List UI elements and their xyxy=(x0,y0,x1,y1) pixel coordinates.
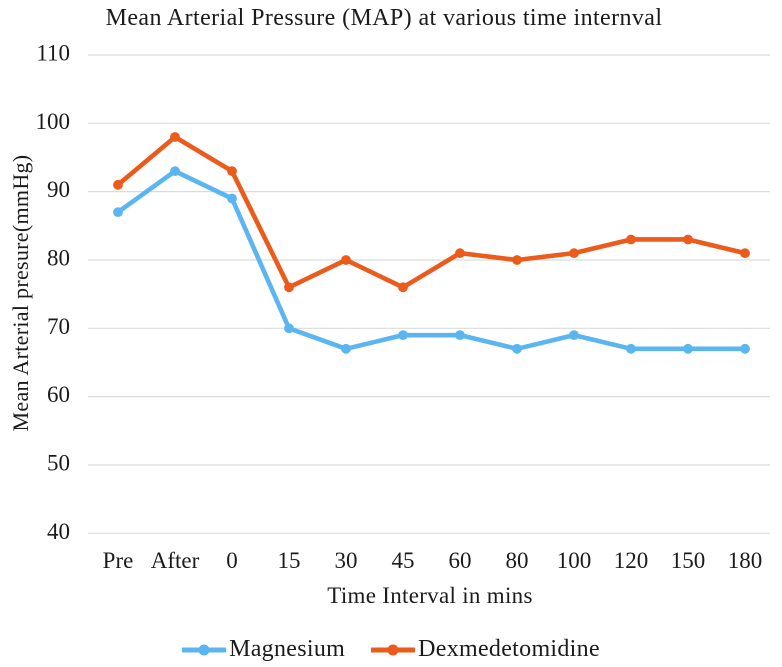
magnesium-marker xyxy=(626,343,636,354)
y-tick-label: 110 xyxy=(36,41,70,66)
chart-title: Mean Arterial Pressure (MAP) at various … xyxy=(105,5,663,31)
y-tick-label: 90 xyxy=(47,177,70,202)
y-tick-label: 50 xyxy=(47,450,70,475)
legend-label: Dexmedetomidine xyxy=(418,636,600,662)
x-tick-label: 80 xyxy=(506,548,529,573)
magnesium-marker xyxy=(170,166,180,177)
y-tick-label: 60 xyxy=(47,382,70,407)
dexmedetomidine-marker xyxy=(455,248,465,259)
y-tick-label: 40 xyxy=(47,519,70,544)
magnesium-marker xyxy=(398,330,408,341)
dexmedetomidine-marker xyxy=(284,282,294,293)
magnesium-marker xyxy=(455,330,465,341)
magnesium-marker xyxy=(113,207,123,218)
magnesium-line xyxy=(115,168,748,352)
dexmedetomidine-marker xyxy=(398,282,408,293)
dexmedetomidine-marker xyxy=(683,234,693,245)
dexmedetomidine-marker xyxy=(569,248,579,259)
y-tick-label: 70 xyxy=(47,314,70,339)
magnesium-marker xyxy=(284,323,294,334)
magnesium-marker xyxy=(512,343,522,354)
magnesium-marker xyxy=(740,343,750,354)
legend-marker-magnesium xyxy=(182,644,227,655)
legend-marker-dot xyxy=(198,644,210,655)
x-tick-label: 100 xyxy=(557,548,592,573)
magnesium-marker xyxy=(569,330,579,341)
x-tick-label: 30 xyxy=(335,548,358,573)
legend-marker-dot xyxy=(387,644,399,655)
dexmedetomidine-marker xyxy=(512,255,522,265)
magnesium-marker xyxy=(683,343,693,354)
dexmedetomidine-marker xyxy=(170,132,180,142)
legend-item-dexmedetomidine: Dexmedetomidine xyxy=(371,636,600,663)
x-tick-label: 0 xyxy=(226,548,238,573)
x-tick-label: 180 xyxy=(728,548,763,573)
dexmedetomidine-marker xyxy=(113,179,123,190)
dexmedetomidine-marker xyxy=(227,166,237,177)
magnesium-marker xyxy=(341,343,351,354)
x-tick-label: 15 xyxy=(278,548,301,573)
x-tick-label: 60 xyxy=(449,548,472,573)
legend-label: Magnesium xyxy=(229,636,346,662)
x-tick-label: Pre xyxy=(103,548,134,573)
dexmedetomidine-marker xyxy=(626,234,636,245)
dexmedetomidine-line xyxy=(115,134,748,290)
legend: Magnesium Dexmedetomidine xyxy=(0,636,782,663)
dexmedetomidine-marker xyxy=(341,255,351,265)
y-tick-label: 80 xyxy=(47,245,70,270)
y-tick-label: 100 xyxy=(36,109,71,134)
x-tick-label: 150 xyxy=(671,548,706,573)
x-tick-label: 120 xyxy=(614,548,649,573)
dexmedetomidine-marker xyxy=(740,248,750,259)
x-tick-label: 45 xyxy=(392,548,415,573)
magnesium-marker xyxy=(227,193,237,204)
legend-item-magnesium: Magnesium xyxy=(182,636,345,663)
legend-marker-dexmedetomidine xyxy=(371,644,416,655)
x-tick-label: After xyxy=(151,548,200,573)
x-axis-title: Time Interval in mins xyxy=(327,583,533,608)
